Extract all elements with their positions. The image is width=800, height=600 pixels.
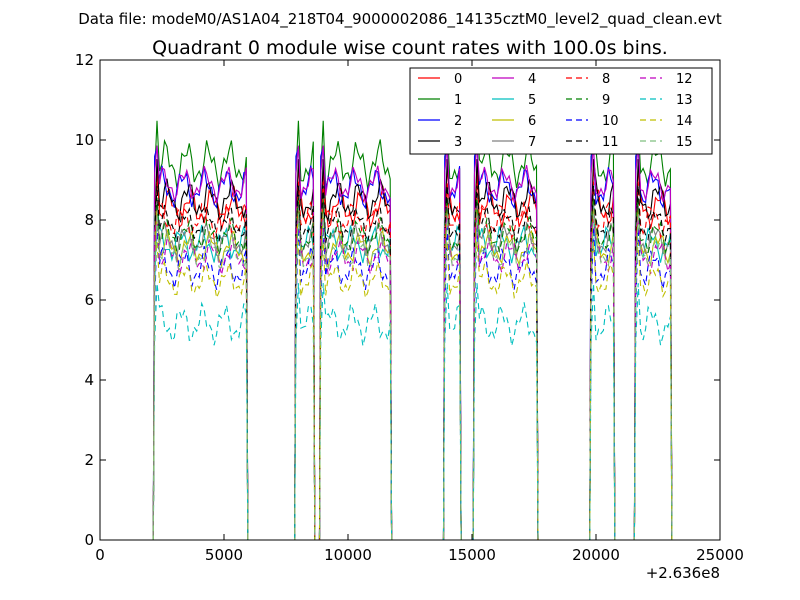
series-line-9 [152, 197, 720, 540]
series-line-3 [152, 159, 720, 540]
series-line-15 [152, 213, 720, 540]
chart-suptitle: Data file: modeM0/AS1A04_218T04_90000020… [78, 10, 722, 29]
legend-label-14: 14 [676, 114, 693, 129]
y-tick-label: 10 [75, 131, 94, 149]
y-tick-label: 0 [84, 531, 94, 549]
series-line-13 [152, 283, 720, 540]
series-line-4 [152, 145, 720, 540]
series-line-12 [152, 217, 720, 540]
series-line-11 [152, 185, 720, 540]
y-tick-label: 8 [84, 211, 94, 229]
legend-label-10: 10 [602, 114, 619, 129]
series-8 [152, 181, 720, 540]
legend-label-1: 1 [454, 93, 462, 108]
series-11 [152, 185, 720, 540]
legend-label-2: 2 [454, 114, 462, 129]
legend-label-0: 0 [454, 72, 462, 87]
x-tick-label: 25000 [696, 546, 744, 564]
y-tick-label: 4 [84, 371, 94, 389]
legend-label-8: 8 [602, 72, 610, 87]
y-tick-label: 6 [84, 291, 94, 309]
legend-label-9: 9 [602, 93, 610, 108]
x-offset-label: +2.636e8 [646, 564, 720, 582]
series-line-2 [152, 147, 720, 540]
series-3 [152, 159, 720, 540]
legend-label-7: 7 [528, 135, 536, 150]
legend-label-13: 13 [676, 93, 693, 108]
legend-label-3: 3 [454, 135, 462, 150]
series-9 [152, 197, 720, 540]
series-1 [152, 120, 720, 540]
series-12 [152, 217, 720, 540]
series-14 [152, 241, 720, 540]
legend-box [409, 67, 713, 155]
series-2 [152, 147, 720, 540]
legend-label-4: 4 [528, 72, 536, 87]
y-tick-label: 2 [84, 451, 94, 469]
chart-title: Quadrant 0 module wise count rates with … [152, 37, 668, 59]
x-tick-label: 5000 [205, 546, 243, 564]
x-tick-label: 10000 [324, 546, 372, 564]
series-15 [152, 213, 720, 540]
legend-label-11: 11 [602, 135, 619, 150]
series-line-14 [152, 241, 720, 540]
legend-label-6: 6 [528, 114, 536, 129]
series-13 [152, 283, 720, 540]
y-tick-label: 12 [75, 51, 94, 69]
legend-label-15: 15 [676, 135, 693, 150]
x-tick-label: 0 [95, 546, 105, 564]
series-layer [152, 120, 720, 540]
series-4 [152, 145, 720, 540]
legend-label-5: 5 [528, 93, 536, 108]
x-tick-label: 15000 [448, 546, 496, 564]
x-tick-label: 20000 [572, 546, 620, 564]
legend-label-12: 12 [676, 72, 693, 87]
series-line-1 [152, 120, 720, 540]
series-line-8 [152, 181, 720, 540]
